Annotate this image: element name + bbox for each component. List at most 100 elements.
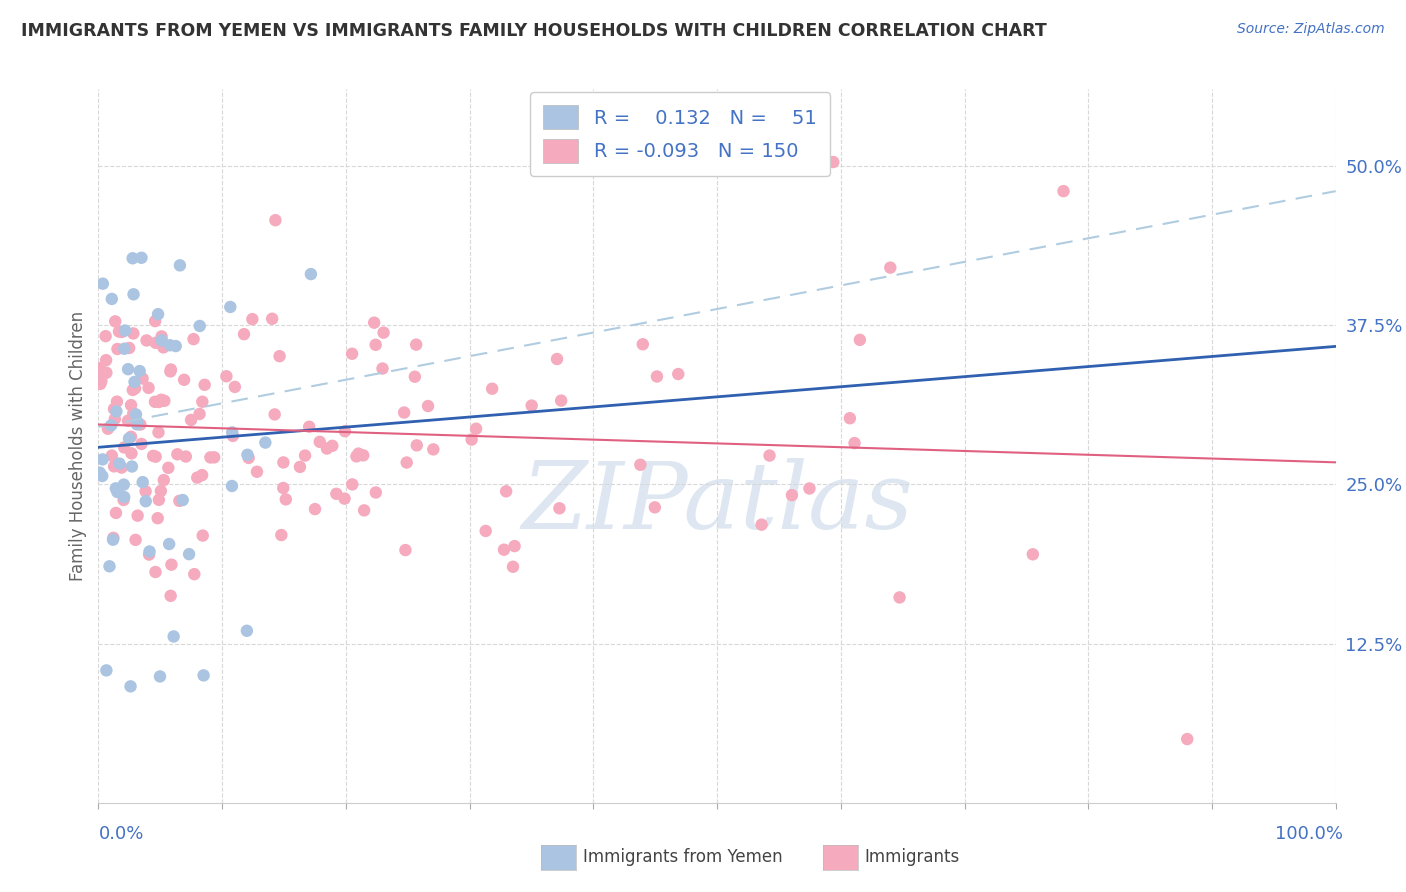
Point bbox=[101, 533, 124, 547]
Point bbox=[118, 341, 141, 355]
Point bbox=[108, 325, 131, 339]
Point bbox=[127, 508, 149, 523]
Point bbox=[97, 422, 120, 436]
Point bbox=[262, 311, 284, 326]
Point bbox=[758, 449, 780, 463]
Point bbox=[233, 327, 256, 342]
Point bbox=[131, 251, 153, 265]
Point bbox=[118, 432, 141, 446]
Point bbox=[849, 333, 872, 347]
Point bbox=[100, 418, 122, 433]
Point bbox=[352, 448, 374, 462]
Point bbox=[236, 624, 259, 638]
Point bbox=[364, 485, 387, 500]
Point bbox=[124, 533, 146, 547]
Point bbox=[125, 417, 148, 432]
Point bbox=[780, 488, 803, 502]
Point bbox=[103, 401, 125, 416]
Point bbox=[149, 483, 172, 498]
Point bbox=[546, 351, 568, 366]
Point bbox=[110, 460, 132, 475]
Point bbox=[340, 347, 363, 361]
Point bbox=[98, 559, 121, 574]
Point bbox=[174, 450, 197, 464]
Point bbox=[238, 450, 260, 465]
Point bbox=[138, 548, 160, 562]
Point bbox=[129, 417, 152, 432]
Point bbox=[125, 408, 148, 422]
Point bbox=[120, 430, 142, 444]
Point bbox=[353, 503, 375, 517]
Point bbox=[481, 382, 503, 396]
Point bbox=[628, 458, 651, 472]
Point bbox=[193, 668, 215, 682]
Point bbox=[631, 337, 654, 351]
Point bbox=[838, 411, 860, 425]
Point bbox=[128, 364, 150, 378]
Point bbox=[94, 353, 117, 368]
Point bbox=[503, 539, 526, 553]
Text: ZIPatlas: ZIPatlas bbox=[522, 458, 912, 548]
Point bbox=[495, 484, 517, 499]
Point bbox=[666, 367, 689, 381]
Point bbox=[148, 425, 170, 440]
Point bbox=[124, 375, 146, 389]
Point bbox=[224, 380, 246, 394]
Point bbox=[269, 349, 291, 363]
Point bbox=[751, 517, 773, 532]
Point bbox=[148, 395, 170, 409]
Point bbox=[520, 399, 543, 413]
Point bbox=[879, 260, 901, 275]
Point bbox=[273, 455, 295, 469]
Point bbox=[392, 405, 415, 419]
Point bbox=[316, 442, 339, 456]
Text: Source: ZipAtlas.com: Source: ZipAtlas.com bbox=[1237, 22, 1385, 37]
Text: Immigrants: Immigrants bbox=[865, 848, 960, 866]
Point bbox=[299, 267, 322, 281]
Point bbox=[122, 287, 145, 301]
Point bbox=[121, 459, 143, 474]
Point bbox=[89, 466, 111, 480]
Point bbox=[405, 438, 427, 452]
Point bbox=[89, 376, 111, 391]
Point bbox=[114, 324, 136, 338]
Point bbox=[110, 325, 132, 339]
Point bbox=[145, 565, 167, 579]
Point bbox=[191, 394, 214, 409]
Point bbox=[146, 511, 169, 525]
Point bbox=[188, 407, 211, 421]
Point bbox=[889, 591, 911, 605]
Point bbox=[145, 335, 167, 350]
Point bbox=[333, 424, 356, 438]
Point bbox=[160, 558, 183, 572]
Point bbox=[550, 393, 572, 408]
Point bbox=[465, 422, 488, 436]
Point bbox=[270, 528, 292, 542]
Point bbox=[153, 473, 176, 487]
Point bbox=[219, 300, 242, 314]
Text: 100.0%: 100.0% bbox=[1275, 825, 1343, 843]
Point bbox=[131, 437, 153, 451]
Point bbox=[138, 381, 160, 395]
Point bbox=[90, 374, 112, 388]
Point bbox=[294, 449, 316, 463]
Point bbox=[96, 366, 118, 380]
Point bbox=[120, 398, 142, 412]
Point bbox=[117, 414, 139, 428]
Point bbox=[101, 292, 124, 306]
Point bbox=[823, 155, 845, 169]
Text: 0.0%: 0.0% bbox=[98, 825, 143, 843]
Point bbox=[404, 369, 426, 384]
Point bbox=[122, 406, 145, 420]
Point bbox=[844, 436, 866, 450]
Point bbox=[191, 528, 214, 542]
Point bbox=[121, 446, 143, 460]
Point bbox=[202, 450, 225, 465]
Point bbox=[183, 332, 205, 346]
Point bbox=[264, 213, 287, 227]
Point bbox=[135, 334, 157, 348]
Point bbox=[143, 394, 166, 409]
Point bbox=[644, 500, 666, 515]
Point bbox=[131, 371, 153, 385]
Point bbox=[548, 501, 571, 516]
